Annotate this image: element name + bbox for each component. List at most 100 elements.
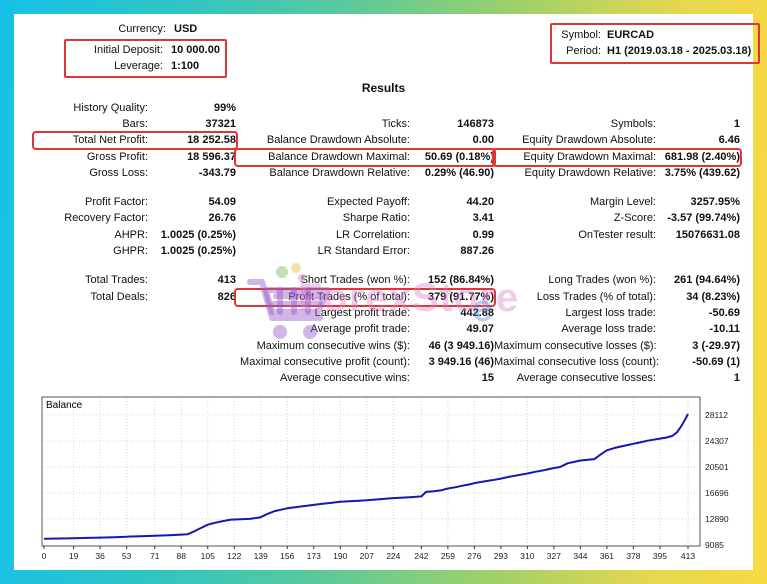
stat-value: 15 [481,372,494,385]
stat-cell: Balance Drawdown Absolute: 0.00 [236,133,494,148]
stat-label: Z-Score: [613,212,656,225]
stat-cell: Short Trades (won %): 152 (86.84%) [236,273,494,288]
stat-label: Short Trades (won %): [300,274,410,287]
stat-cell: Sharpe Ratio: 3.41 [236,211,494,226]
stat-label: Equity Drawdown Maximal: [523,150,656,163]
initial-deposit-value: 10 000.00 [171,44,220,56]
deposit-highlight-box: Initial Deposit: 10 000.00 Leverage: 1:1… [64,39,227,78]
stat-cell: Z-Score: -3.57 (99.74%) [494,211,740,226]
x-axis-label: 139 [254,551,268,561]
stat-cell: Largest profit trade: 442.88 [236,306,494,321]
stat-cell: Gross Loss: -343.79 [34,166,236,181]
x-axis-label: 395 [653,551,667,561]
x-axis-label: 276 [467,551,481,561]
stat-cell: Recovery Factor: 26.76 [34,211,236,226]
balance-chart: 9085 12890 16696 20501 24307 28112 0 19 36 53 71 88… [40,395,752,572]
x-axis-label: 0 [42,551,47,561]
stat-cell: Total Deals: 826 [34,290,236,305]
stat-value: 34 (8.23%) [686,290,740,303]
stat-value: 3 949.16 (46) [428,355,494,368]
y-axis-label: 16696 [705,488,729,498]
stat-cell: Largest loss trade: -50.69 [494,306,741,321]
stat-label: Expected Payoff: [327,196,410,209]
stat-row: AHPR: 1.0025 (0.25%) LR Correlation: 0.99 On… [34,227,740,243]
x-axis-label: 19 [69,551,79,561]
y-axis-label: 28112 [705,410,728,420]
y-axis-label: 20501 [705,462,729,472]
stat-cell: Margin Level: 3257.95% [494,195,740,210]
x-axis-label: 71 [150,551,160,561]
stat-cell: Expected Payoff: 44.20 [236,195,494,210]
stat-label: Average profit trade: [310,323,410,336]
x-axis-label: 293 [494,551,508,561]
y-axis-label: 12890 [705,514,729,524]
stat-label: Total Deals: [90,290,148,303]
stat-cell: Average consecutive losses: 1 [494,371,740,386]
x-axis-label: 36 [95,551,105,561]
stat-cell: Bars: 37321 [34,117,236,132]
stat-row: Gross Loss: -343.79 Balance Drawdown Relat… [34,165,740,181]
stat-value: 3257.95% [690,196,740,209]
stat-label: LR Correlation: [336,228,410,241]
stat-value: 1.0025 (0.25%) [160,245,236,258]
stat-label: Gross Loss: [89,166,148,179]
x-axis-label: 122 [227,551,241,561]
stat-cell: Maximum consecutive losses ($): 3 (-29.97… [494,339,740,354]
stat-value: 3.75% (439.62) [664,166,740,179]
leverage-label: Leverage: [114,60,163,72]
stat-row: Total Trades: 413 Short Trades (won %): 152… [34,273,740,289]
symbol-highlight-box: Symbol: EURCAD Period: H1 (2019.03.18 - … [550,23,761,64]
balance-line [43,413,689,540]
stat-row: Average profit trade: 49.07 Average loss t… [34,322,740,338]
stat-row: Profit Factor: 54.09 Expected Payoff: 44.20… [34,194,740,210]
stat-label: Balance Drawdown Maximal: [268,150,410,163]
stat-value: 37321 [205,117,236,130]
chart-title: Balance [46,400,83,411]
stat-row: Maximum consecutive wins ($): 46 (3 949.1… [34,338,740,354]
stat-label: Total Trades: [85,274,148,287]
stat-label: Profit Trades (% of total): [288,290,410,303]
x-axis-label: 53 [122,551,132,561]
stat-row: GHPR: 1.0025 (0.25%) LR Standard Error: 887… [34,243,740,259]
stat-cell: Balance Drawdown Relative: 0.29% (46.90) [236,166,494,181]
stat-label: Ticks: [381,117,410,130]
leverage-row: Leverage: 1:100 [69,58,220,74]
stat-group: Profit Factor: 54.09 Expected Payoff: 44.20… [34,194,740,259]
stat-cell: Average consecutive wins: 15 [236,371,494,386]
x-axis-label: 259 [441,551,455,561]
stat-label: Sharpe Ratio: [342,212,410,225]
y-axis-label: 24307 [705,436,729,446]
period-row: Period: H1 (2019.03.18 - 2025.03.18) [555,43,751,59]
x-axis-label: 413 [681,551,695,561]
stat-label: History Quality: [73,101,148,114]
x-axis-label: 242 [414,551,428,561]
x-axis-label: 327 [547,551,561,561]
stat-label: Balance Drawdown Absolute: [266,134,410,147]
balance-chart-svg: 9085 12890 16696 20501 24307 28112 0 19 36 53 71 88… [41,396,729,561]
stat-label: Loss Trades (% of total): [536,290,656,303]
stat-label: Gross Profit: [86,150,148,163]
stat-value: 50.69 (0.18%) [424,150,494,163]
stat-row: History Quality: 99% [34,100,740,116]
stat-label: Average loss trade: [561,323,656,336]
stat-cell: History Quality: 99% [34,101,236,116]
stat-cell: Ticks: 146873 [236,117,494,132]
y-axis-label: 9085 [705,540,724,550]
period-label: Period: [566,45,601,57]
stat-value: 1 [733,117,740,130]
stat-cell: Total Trades: 413 [34,273,236,288]
stat-value: 18 596.37 [187,150,236,163]
stat-label: Margin Level: [589,196,656,209]
stat-value: 887.26 [460,245,494,258]
stat-cell: Gross Profit: 18 596.37 [34,150,236,165]
stat-cell: Loss Trades (% of total): 34 (8.23%) [494,290,740,305]
stat-value: 0.00 [472,134,494,147]
report-body: Currency: USD Initial Deposit: 10 000.00… [14,14,761,572]
x-axis-label: 207 [360,551,374,561]
symbol-row: Symbol: EURCAD [555,27,751,43]
stat-cell: Maximum consecutive wins ($): 46 (3 949.1… [236,339,494,354]
symbol-label: Symbol: [561,29,601,41]
stat-label: Long Trades (won %): [548,274,656,287]
stat-cell: Profit Trades (% of total): 379 (91.77%) [236,290,494,305]
